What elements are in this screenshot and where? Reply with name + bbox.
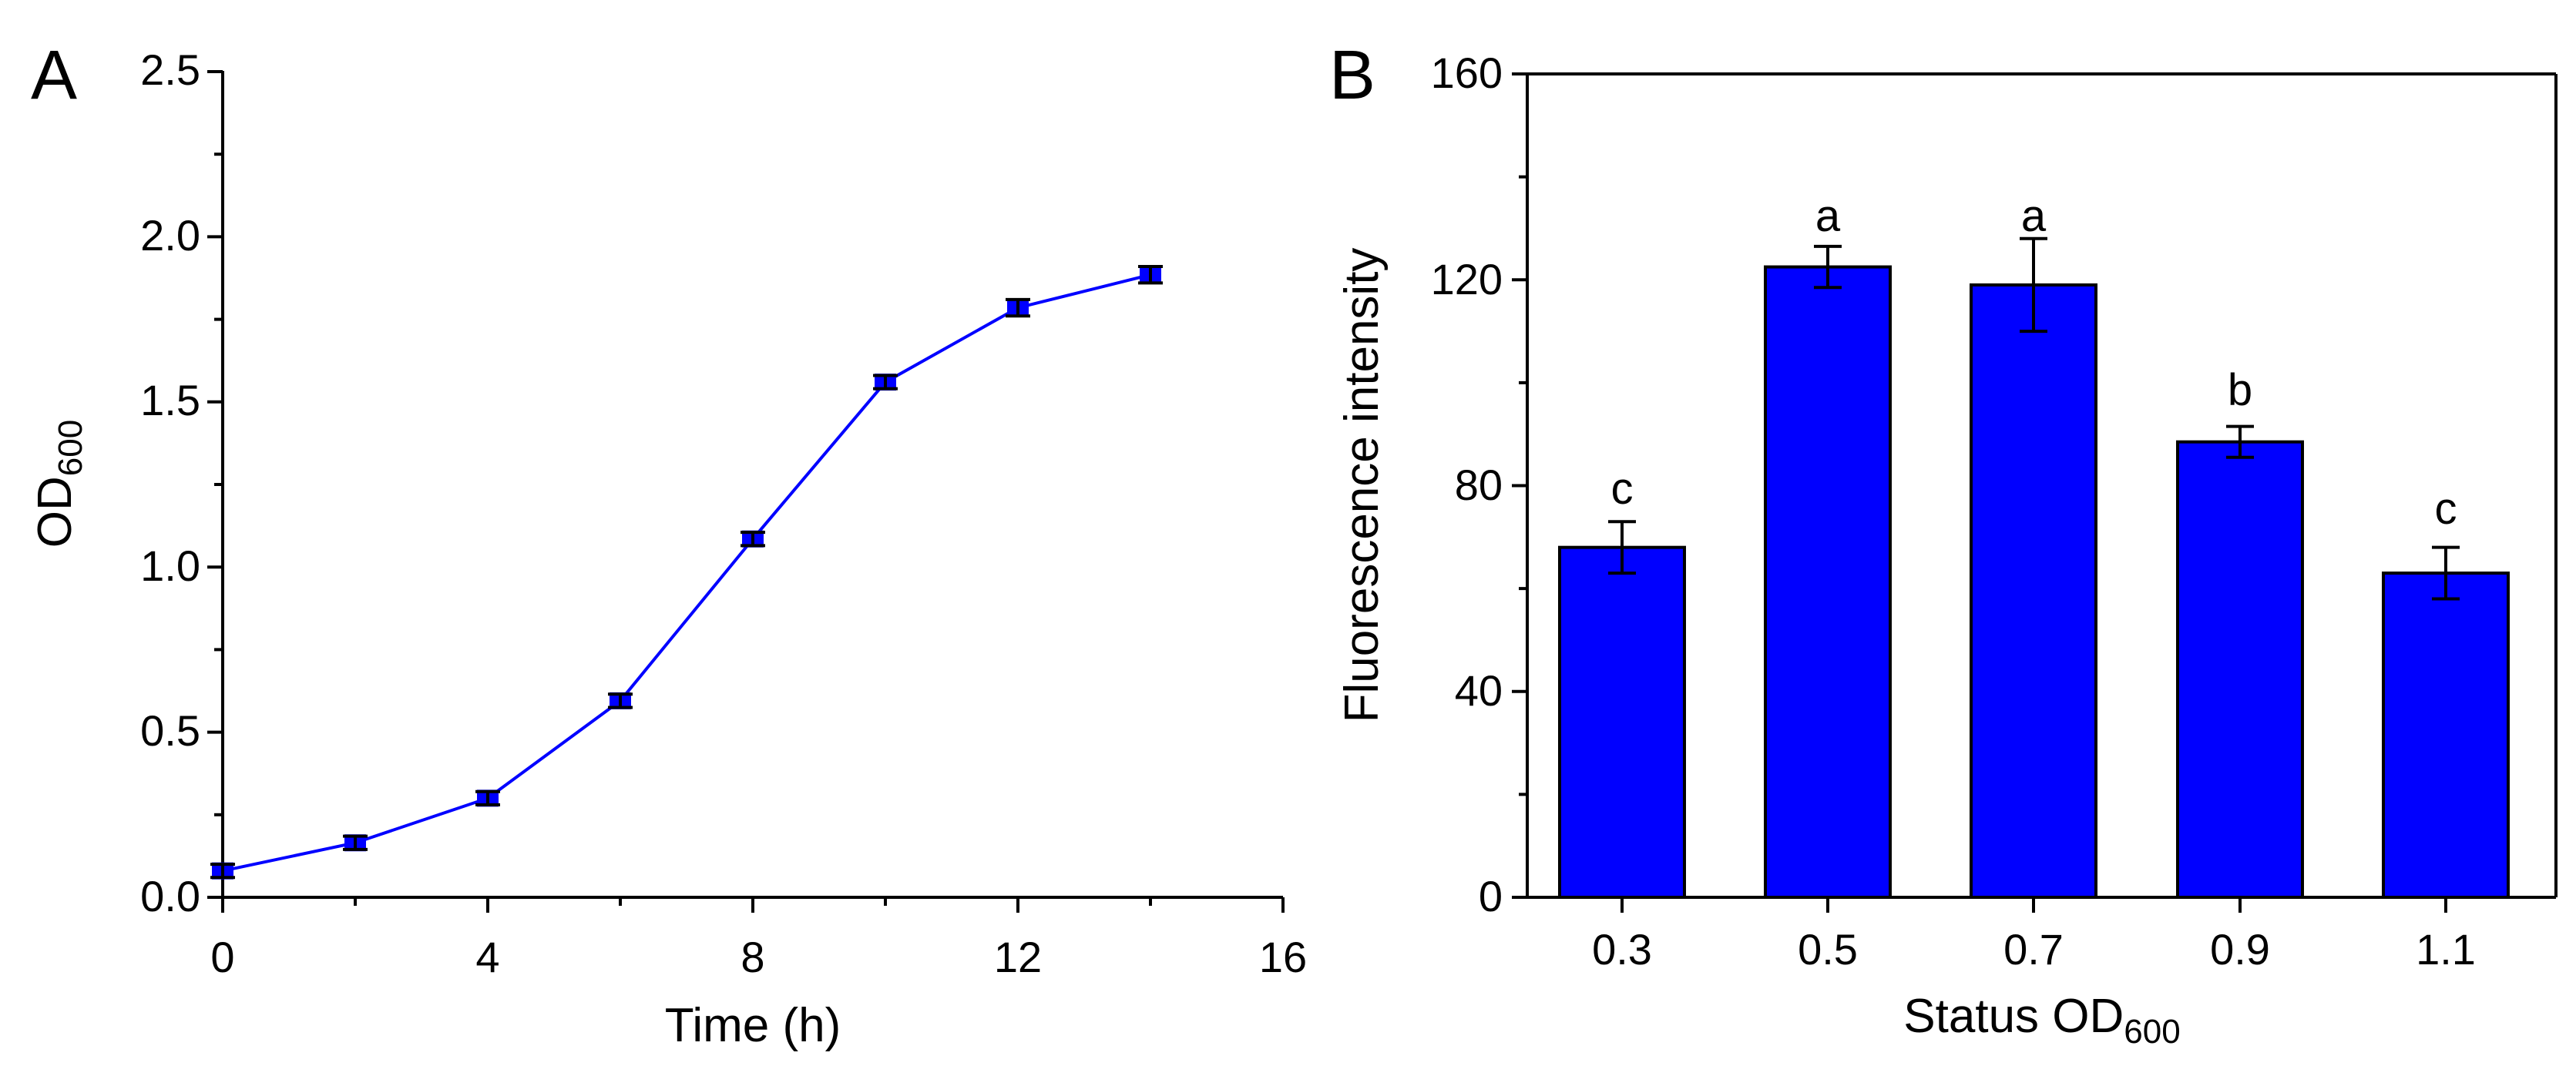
panel-b-y-tick-label: 0 [1479,872,1503,920]
panel-a-y-axis-title-main: OD [29,476,82,548]
panel-a-label: A [31,37,77,114]
panel-a-y-axis-title: OD600 [29,420,89,548]
panel-b-x-tick-label: 1.1 [2416,925,2476,974]
panel-b-annotation: a [2021,191,2047,241]
panel-a-y-tick-label: 2.0 [140,211,200,260]
panel-b-bar [2382,572,2510,899]
panel-a-x-ticks [221,897,1285,913]
panel-a-y-ticks [207,70,223,899]
panel-b-bar [1970,283,2097,899]
panel-a-x-tick-label: 4 [475,933,499,981]
panel-b-y-tick-label: 80 [1455,461,1503,509]
panel-b-bar [1764,265,1892,899]
panel-b-y-ticks [1512,72,2447,913]
panel-b-x-axis-title-sub: 600 [2124,1013,2180,1051]
panel-b-annotation: c [1611,464,1634,514]
panel-a-y-tick-label: 1.0 [140,541,200,590]
panel-b-y-tick-label: 40 [1455,666,1503,715]
panel-b-annotation: c [2435,484,2457,534]
panel-b-annotation: a [1815,191,1841,241]
panel-a-x-tick-label: 8 [741,933,764,981]
panel-a-y-tick-label: 1.5 [140,376,200,424]
panel-b-x-axis-title: Status OD600 [1903,990,2180,1051]
panel-b-annotation: b [2228,365,2252,415]
panel-b-x-axis-title-main: Status OD [1903,990,2124,1043]
panel-b-y-tick-label: 160 [1431,49,1503,97]
panel-b-y-axis-title: Fluorescence intensity [1335,248,1389,723]
panel-a-y-tick-label: 0.0 [140,872,200,920]
panel-a-x-tick-label: 12 [994,933,1042,981]
panel-b-bar-chart: B 0 40 80 120 160 0.3 0.5 0.7 0.9 1.1 c … [1329,37,2558,1051]
panel-a-series-line [222,273,1151,873]
panel-a-x-tick-label: 16 [1259,933,1307,981]
panel-b-bar [1558,545,1686,899]
panel-b-label: B [1329,37,1375,114]
panel-b-bar [2176,440,2304,899]
panel-b-x-tick-label: 0.9 [2210,925,2270,974]
panel-a-x-axis-title: Time (h) [665,999,841,1052]
panel-a-y-axis-title-sub: 600 [52,420,89,476]
panel-b-y-tick-label: 120 [1431,255,1503,303]
panel-a-data-points [210,264,1163,880]
panel-b-x-tick-label: 0.5 [1798,925,1858,974]
panel-a-y-tick-label: 0.5 [140,706,200,755]
panel-a-line-chart: A 0.0 0.5 1.0 1.5 2.0 2.5 0 4 8 12 16 Ti… [29,37,1307,1052]
panel-a-y-tick-label: 2.5 [140,45,200,94]
panel-b-x-tick-label: 0.7 [2003,925,2064,974]
panel-b-bars [1558,236,2510,899]
panel-a-x-tick-label: 0 [210,933,234,981]
panel-b-x-tick-label: 0.3 [1592,925,1652,974]
